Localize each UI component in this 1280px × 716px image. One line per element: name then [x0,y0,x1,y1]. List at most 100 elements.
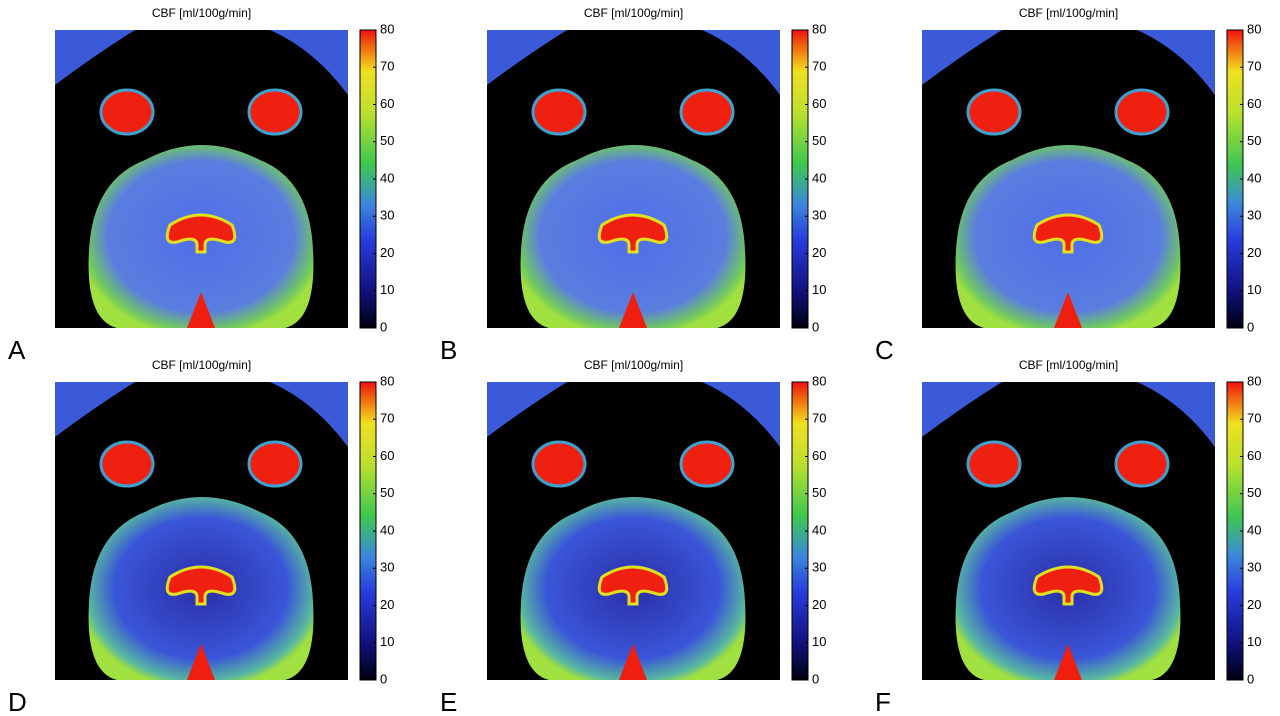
colorbar-tick-label: 30 [380,560,394,575]
colorbar-tick-label: 30 [1247,208,1261,223]
panel-label: F [875,687,891,716]
colorbar-tick-label: 40 [380,522,394,537]
panel-title: CBF [ml/100g/min] [1019,358,1118,372]
colorbar-tick-label: 60 [812,96,826,111]
colorbar-tick-label: 30 [812,208,826,223]
midline-flow [1054,292,1082,328]
orbit [99,88,155,136]
orbit [99,440,155,488]
colorbar-tick-label: 0 [380,319,387,334]
panel-label: E [440,687,457,716]
panel-title: CBF [ml/100g/min] [152,6,251,20]
colorbar-tick-label: 70 [380,59,394,74]
panel-title: CBF [ml/100g/min] [584,6,683,20]
colorbar-tick-label: 50 [1247,485,1261,500]
colorbar-tick-label: 10 [1247,634,1261,649]
panel-label: C [875,335,894,365]
scalp-region [270,382,348,447]
midline-flow [619,292,647,328]
panel-label: A [8,335,26,365]
colorbar-tick-label: 70 [1247,59,1261,74]
colorbar-tick-label: 80 [1247,373,1261,388]
colorbar-tick-label: 80 [812,373,826,388]
midline-flow [1054,644,1082,680]
brain-map [922,382,1215,680]
scalp-region [702,30,780,95]
colorbar-tick-label: 40 [380,170,394,185]
colorbar-tick-label: 0 [1247,671,1254,686]
colorbar-tick-label: 40 [1247,522,1261,537]
brain-map [487,382,780,680]
colorbar-tick-label: 80 [812,21,826,36]
scalp-region [270,30,348,95]
colorbar-tick-label: 80 [380,21,394,36]
center-flow [597,565,669,606]
center-flow [1032,213,1104,254]
brain-map [55,382,348,680]
panel-title: CBF [ml/100g/min] [584,358,683,372]
colorbar-tick-label: 10 [380,282,394,297]
scalp-region [487,382,567,437]
orbit [1114,88,1170,136]
colorbar-tick-label: 80 [380,373,394,388]
center-flow [597,213,669,254]
scalp-region [922,382,1002,437]
center-flow [165,565,237,606]
orbit [679,88,735,136]
colorbar-tick-label: 20 [1247,245,1261,260]
scalp-region [1137,382,1215,447]
colorbar-tick-label: 20 [1247,597,1261,612]
colorbar-tick-label: 60 [1247,96,1261,111]
colorbar-tick-label: 30 [812,560,826,575]
colorbar-tick-label: 50 [380,485,394,500]
scalp-region [1137,30,1215,95]
brain-map [55,30,348,328]
colorbar-tick-label: 70 [380,411,394,426]
panel-title: CBF [ml/100g/min] [1019,6,1118,20]
colorbar-tick-label: 10 [1247,282,1261,297]
colorbar-tick-label: 40 [1247,170,1261,185]
colorbar-tick-label: 20 [380,597,394,612]
scalp-region [55,382,135,437]
colorbar-tick-label: 10 [812,634,826,649]
brain-map [487,30,780,328]
midline-flow [187,644,215,680]
colorbar-tick-label: 60 [380,96,394,111]
colorbar-tick-label: 50 [1247,133,1261,148]
panel-label: B [440,335,457,365]
center-flow [1032,565,1104,606]
colorbar-tick-label: 30 [1247,560,1261,575]
colorbar-tick-label: 0 [812,319,819,334]
scalp-region [702,382,780,447]
colorbar-tick-label: 40 [812,522,826,537]
orbit [247,440,303,488]
midline-flow [619,644,647,680]
orbit [966,88,1022,136]
scalp-region [55,30,135,85]
brain-map [922,30,1215,328]
orbit [531,440,587,488]
colorbar-tick-label: 50 [812,485,826,500]
colorbar-tick-label: 10 [812,282,826,297]
colorbar-tick-label: 20 [380,245,394,260]
panel-title: CBF [ml/100g/min] [152,358,251,372]
colorbar-tick-label: 70 [812,59,826,74]
orbit [966,440,1022,488]
orbit [531,88,587,136]
colorbar-tick-label: 70 [1247,411,1261,426]
orbit [1114,440,1170,488]
panel-label: D [8,687,27,716]
center-flow [165,213,237,254]
colorbar-tick-label: 10 [380,634,394,649]
scalp-region [922,30,1002,85]
colorbar-tick-label: 80 [1247,21,1261,36]
midline-flow [187,292,215,328]
colorbar-tick-label: 50 [812,133,826,148]
colorbar-tick-label: 0 [1247,319,1254,334]
colorbar-tick-label: 20 [812,245,826,260]
colorbar-tick-label: 60 [812,448,826,463]
colorbar-tick-label: 70 [812,411,826,426]
colorbar-tick-label: 0 [380,671,387,686]
colorbar-tick-label: 0 [812,671,819,686]
